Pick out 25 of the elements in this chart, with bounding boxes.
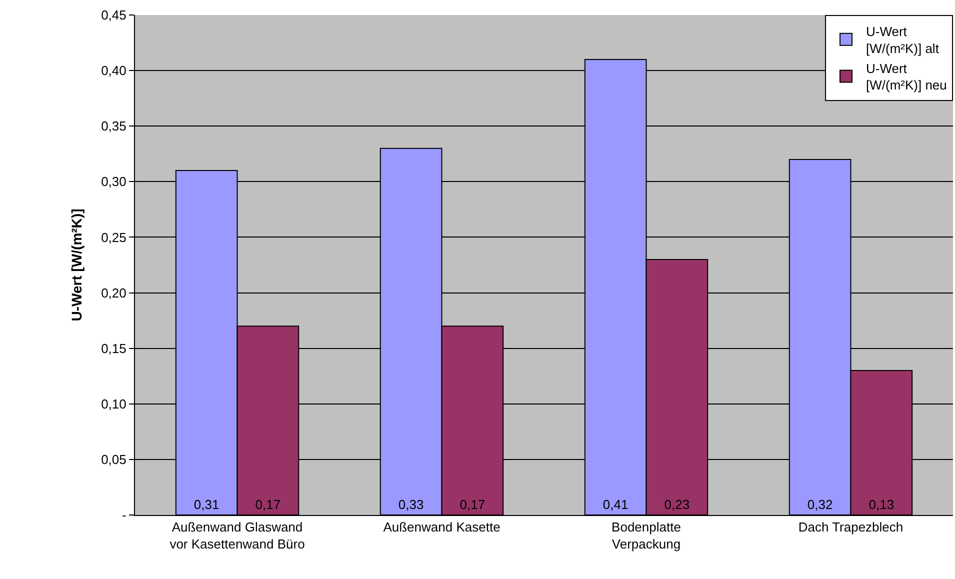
x-tick-label: Außenwand Kasette xyxy=(383,520,500,535)
data-label: 0,33 xyxy=(398,497,424,512)
data-label: 0,17 xyxy=(460,497,486,512)
y-tick-label: - xyxy=(122,508,126,523)
y-tick-label: 0,40 xyxy=(101,63,126,78)
data-label: 0,31 xyxy=(194,497,220,512)
y-tick-label: 0,25 xyxy=(101,230,126,245)
y-tick-label: 0,30 xyxy=(101,174,126,190)
y-tick-label: 0,10 xyxy=(101,396,126,412)
y-tick-label: 0,35 xyxy=(101,118,126,134)
x-tick-label: Außenwand Glaswand vor Kasettenwand Büro xyxy=(170,520,305,552)
y-axis-title: U-Wert [W/(m²K)] xyxy=(68,208,85,322)
y-tick-label: 0,05 xyxy=(101,452,126,467)
data-label: 0,32 xyxy=(807,497,833,512)
y-tick-label: 0,15 xyxy=(101,340,126,356)
x-tick-label: Bodenplatte Verpackung xyxy=(612,520,681,552)
x-tick-label: Dach Trapezblech xyxy=(798,520,904,535)
data-label: 0,41 xyxy=(602,497,628,512)
data-label: 0,13 xyxy=(868,497,894,512)
legend-label: U-Wert [W/(m²K)] neu xyxy=(866,60,947,93)
y-tick-label: 0,45 xyxy=(101,8,126,23)
data-label: 0,17 xyxy=(255,497,281,512)
y-tick-label: 0,20 xyxy=(101,285,126,300)
legend-label: U-Wert [W/(m²K)] alt xyxy=(866,24,940,56)
data-label: 0,23 xyxy=(664,497,690,512)
